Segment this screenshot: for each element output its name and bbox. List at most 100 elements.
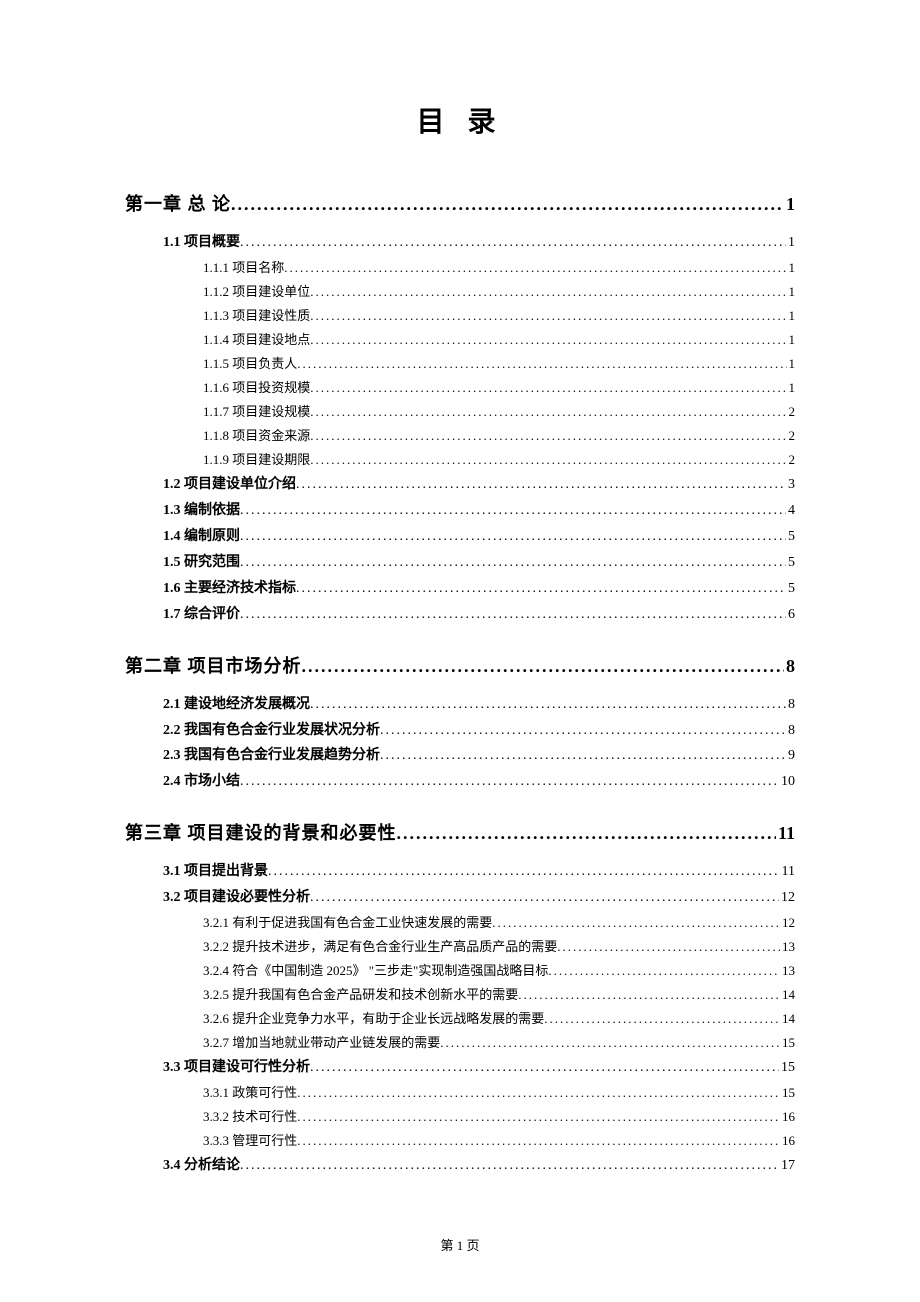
toc-entry: 3.3 项目建设可行性分析...........................… — [125, 1055, 795, 1081]
toc-entry-label: 1.1.8 项目资金来源 — [203, 424, 310, 448]
toc-entry-label: 3.2.2 提升技术进步，满足有色合金行业生产高品质产品的需要 — [203, 935, 557, 959]
toc-entry: 3.2.2 提升技术进步，满足有色合金行业生产高品质产品的需要.........… — [125, 935, 795, 959]
toc-entry-page: 12 — [780, 911, 795, 935]
toc-entry: 1.5 研究范围................................… — [125, 550, 795, 576]
toc-entry-label: 3.2.1 有利于促进我国有色合金工业快速发展的需要 — [203, 911, 492, 935]
toc-entry-page: 1 — [784, 194, 795, 215]
toc-entry: 第二章 项目市场分析..............................… — [125, 652, 795, 678]
toc-leader-dots: ........................................… — [518, 983, 780, 1007]
toc-entry-page: 13 — [780, 959, 795, 983]
toc-entry-label: 第三章 项目建设的背景和必要性 — [125, 819, 397, 845]
toc-entry: 2.4 市场小结................................… — [125, 769, 795, 795]
toc-entry-page: 16 — [780, 1105, 795, 1129]
toc-entry-label: 3.3 项目建设可行性分析 — [163, 1055, 310, 1081]
toc-leader-dots: ........................................… — [310, 328, 786, 352]
toc-entry: 1.1.3 项目建设性质............................… — [125, 304, 795, 328]
toc-leader-dots: ........................................… — [297, 352, 786, 376]
toc-entry-page: 11 — [780, 859, 795, 885]
toc-leader-dots: ........................................… — [310, 1055, 779, 1081]
toc-leader-dots: ........................................… — [240, 602, 786, 628]
toc-entry: 3.2.7 增加当地就业带动产业链发展的需要..................… — [125, 1031, 795, 1055]
toc-entry-page: 1 — [787, 352, 796, 376]
toc-leader-dots: ........................................… — [310, 448, 786, 472]
toc-leader-dots: ........................................… — [240, 550, 786, 576]
toc-leader-dots: ........................................… — [297, 1129, 780, 1153]
toc-entry: 1.2 项目建设单位介绍............................… — [125, 472, 795, 498]
toc-entry-page: 1 — [787, 304, 796, 328]
toc-entry-page: 1 — [787, 280, 796, 304]
page-footer: 第 1 页 — [0, 1235, 920, 1254]
toc-entry: 1.1 项目概要................................… — [125, 230, 795, 256]
toc-entry: 1.1.9 项目建设期限............................… — [125, 448, 795, 472]
toc-entry: 3.3.3 管理可行性.............................… — [125, 1129, 795, 1153]
toc-leader-dots: ........................................… — [240, 1153, 779, 1179]
toc-entry-page: 16 — [780, 1129, 795, 1153]
toc-leader-dots: ........................................… — [310, 885, 779, 911]
toc-entry: 1.1.5 项目负责人.............................… — [125, 352, 795, 376]
toc-entry-label: 1.1.7 项目建设规模 — [203, 400, 310, 424]
toc-entry-label: 1.6 主要经济技术指标 — [163, 576, 296, 602]
toc-leader-dots: ........................................… — [297, 1081, 780, 1105]
toc-entry: 2.3 我国有色合金行业发展趋势分析......................… — [125, 743, 795, 769]
table-of-contents: 第一章 总 论.................................… — [125, 190, 795, 1179]
toc-entry-label: 3.2.4 符合《中国制造 2025》 "三步走"实现制造强国战略目标 — [203, 959, 548, 983]
toc-entry: 1.4 编制原则................................… — [125, 524, 795, 550]
toc-entry: 2.1 建设地经济发展概况...........................… — [125, 692, 795, 718]
toc-entry-label: 1.1.3 项目建设性质 — [203, 304, 310, 328]
toc-entry-page: 1 — [787, 256, 796, 280]
toc-entry-page: 1 — [787, 328, 796, 352]
toc-entry-page: 2 — [787, 400, 796, 424]
toc-entry-page: 2 — [787, 448, 796, 472]
toc-entry-label: 3.2.7 增加当地就业带动产业链发展的需要 — [203, 1031, 440, 1055]
toc-entry-label: 1.2 项目建设单位介绍 — [163, 472, 296, 498]
toc-entry-label: 第一章 总 论 — [125, 190, 231, 216]
toc-entry-page: 15 — [780, 1031, 795, 1055]
toc-leader-dots: ........................................… — [297, 1105, 780, 1129]
toc-entry-label: 1.1 项目概要 — [163, 230, 240, 256]
toc-entry: 3.1 项目提出背景..............................… — [125, 859, 795, 885]
toc-leader-dots: ........................................… — [557, 935, 780, 959]
toc-entry-label: 1.1.2 项目建设单位 — [203, 280, 310, 304]
toc-entry-label: 3.2.5 提升我国有色合金产品研发和技术创新水平的需要 — [203, 983, 518, 1007]
toc-entry: 3.2.6 提升企业竞争力水平，有助于企业长远战略发展的需要..........… — [125, 1007, 795, 1031]
toc-leader-dots: ........................................… — [231, 194, 784, 215]
toc-entry-label: 3.1 项目提出背景 — [163, 859, 268, 885]
toc-leader-dots: ........................................… — [492, 911, 780, 935]
toc-entry: 1.1.7 项目建设规模............................… — [125, 400, 795, 424]
toc-entry-label: 1.1.1 项目名称 — [203, 256, 284, 280]
toc-entry-page: 2 — [787, 424, 796, 448]
toc-entry-page: 6 — [786, 602, 795, 628]
toc-entry-page: 5 — [786, 550, 795, 576]
toc-entry-page: 1 — [787, 376, 796, 400]
toc-leader-dots: ........................................… — [240, 769, 779, 795]
toc-entry-page: 15 — [780, 1081, 795, 1105]
toc-leader-dots: ........................................… — [268, 859, 780, 885]
toc-entry-page: 13 — [780, 935, 795, 959]
toc-entry-label: 2.3 我国有色合金行业发展趋势分析 — [163, 743, 380, 769]
toc-entry: 1.1.6 项目投资规模............................… — [125, 376, 795, 400]
toc-leader-dots: ........................................… — [284, 256, 786, 280]
toc-entry-label: 1.1.9 项目建设期限 — [203, 448, 310, 472]
toc-entry-page: 15 — [779, 1055, 795, 1081]
toc-entry-page: 8 — [786, 718, 795, 744]
toc-entry-page: 14 — [780, 1007, 795, 1031]
toc-entry: 3.2.5 提升我国有色合金产品研发和技术创新水平的需要............… — [125, 983, 795, 1007]
toc-entry-page: 3 — [786, 472, 795, 498]
toc-entry-page: 1 — [786, 230, 795, 256]
toc-entry: 3.2.4 符合《中国制造 2025》 "三步走"实现制造强国战略目标.....… — [125, 959, 795, 983]
toc-entry-label: 2.4 市场小结 — [163, 769, 240, 795]
toc-entry-label: 1.1.6 项目投资规模 — [203, 376, 310, 400]
toc-leader-dots: ........................................… — [240, 230, 786, 256]
toc-entry: 1.1.4 项目建设地点............................… — [125, 328, 795, 352]
toc-entry: 1.1.2 项目建设单位............................… — [125, 280, 795, 304]
toc-entry: 3.3.2 技术可行性.............................… — [125, 1105, 795, 1129]
toc-entry: 3.2.1 有利于促进我国有色合金工业快速发展的需要..............… — [125, 911, 795, 935]
toc-entry-page: 12 — [779, 885, 795, 911]
toc-entry-page: 11 — [776, 823, 795, 844]
toc-leader-dots: ........................................… — [310, 424, 786, 448]
toc-leader-dots: ........................................… — [240, 524, 786, 550]
toc-entry: 3.4 分析结论................................… — [125, 1153, 795, 1179]
toc-entry-label: 1.7 综合评价 — [163, 602, 240, 628]
toc-entry-page: 9 — [786, 743, 795, 769]
toc-leader-dots: ........................................… — [310, 692, 786, 718]
